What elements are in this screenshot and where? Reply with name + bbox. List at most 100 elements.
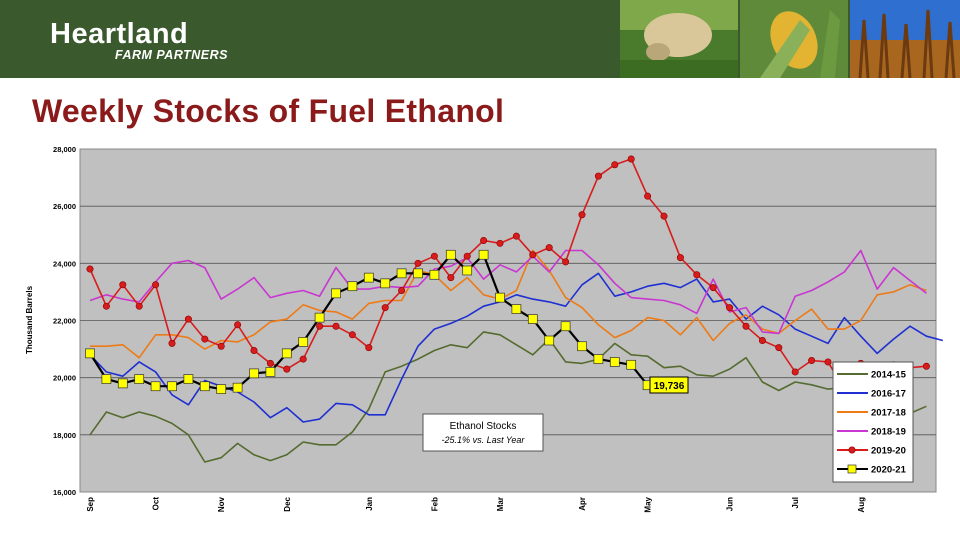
- point-2020-21: [249, 368, 259, 379]
- annotation-title: Ethanol Stocks: [450, 421, 517, 432]
- point-2019-20: [480, 236, 488, 244]
- point-2019-20: [594, 172, 602, 180]
- legend-label: 2014-15: [871, 370, 907, 381]
- x-tick-label: May: [644, 496, 653, 512]
- legend-marker: [847, 464, 857, 474]
- point-2019-20: [922, 362, 930, 370]
- point-2019-20: [545, 244, 553, 252]
- point-2020-21: [626, 359, 637, 370]
- legend-label: 2019-20: [871, 446, 906, 457]
- x-axis-ticks: Sep Oct Nov Dec Jan Feb Mar Apr May Jun Jul Aug: [86, 496, 866, 512]
- point-2019-20: [496, 239, 504, 247]
- soybean-field-photo: [850, 0, 960, 78]
- x-tick-label: Oct: [152, 497, 161, 511]
- point-2020-21: [593, 354, 604, 364]
- cow-photo: [620, 0, 738, 78]
- x-tick-label: Sep: [86, 497, 95, 512]
- legend-marker: [848, 446, 856, 454]
- point-2020-21: [527, 314, 538, 324]
- point-2020-21: [150, 381, 161, 392]
- x-tick-label: Jan: [365, 497, 374, 511]
- point-2020-21: [134, 374, 145, 384]
- point-2019-20: [791, 368, 799, 376]
- point-2019-20: [463, 252, 471, 260]
- point-2020-21: [609, 357, 620, 367]
- point-2019-20: [348, 331, 356, 339]
- point-2019-20: [726, 304, 734, 312]
- last-value-callout: 19,736: [649, 376, 689, 394]
- point-2020-21: [429, 269, 440, 280]
- series-markers: [85, 155, 930, 394]
- point-2020-21: [281, 348, 292, 359]
- legend: 2014-15 2016-17 2017-18 2018-19 2019-20 2020-…: [832, 361, 914, 483]
- point-2019-20: [201, 335, 209, 343]
- point-2020-21: [85, 348, 95, 359]
- point-2020-21: [478, 249, 489, 260]
- series-lines: [89, 158, 944, 463]
- point-2019-20: [824, 358, 832, 366]
- x-tick-label: Feb: [430, 497, 439, 511]
- point-2020-21: [577, 341, 587, 352]
- point-2019-20: [365, 344, 373, 352]
- y-tick-label: 22,000: [53, 317, 76, 326]
- y-tick-label: 20,000: [53, 374, 76, 383]
- point-2019-20: [414, 259, 422, 267]
- point-2019-20: [86, 265, 94, 273]
- legend-label: 2017-18: [871, 408, 906, 419]
- point-2019-20: [562, 258, 570, 266]
- point-2020-21: [265, 367, 276, 377]
- point-2019-20: [430, 252, 438, 260]
- point-2020-21: [199, 381, 210, 392]
- point-2019-20: [152, 281, 160, 289]
- point-2020-21: [216, 384, 227, 394]
- x-tick-label: Nov: [217, 496, 226, 512]
- point-2019-20: [266, 359, 274, 367]
- point-2019-20: [808, 357, 816, 365]
- point-2020-21: [117, 378, 128, 389]
- point-2019-20: [381, 304, 389, 312]
- x-tick-label: Jun: [726, 497, 735, 511]
- point-2019-20: [168, 339, 176, 347]
- callout-value: 19,736: [654, 381, 685, 392]
- point-2019-20: [627, 155, 635, 163]
- legend-label: 2018-19: [871, 427, 906, 438]
- point-2020-21: [413, 268, 423, 279]
- x-tick-label: Apr: [578, 497, 587, 511]
- series-line-2016-17: [89, 272, 944, 423]
- point-2019-20: [512, 232, 520, 240]
- point-2020-21: [101, 374, 112, 384]
- point-2019-20: [119, 281, 127, 289]
- y-axis-ticks: 16,000 18,000 20,000 22,000 24,000 26,000 28,0…: [53, 145, 76, 497]
- header-banner: Heartland FARM PARTNERS: [0, 0, 960, 78]
- y-tick-label: 18,000: [53, 431, 76, 440]
- y-tick-label: 26,000: [53, 202, 76, 211]
- point-2019-20: [299, 355, 307, 363]
- point-2020-21: [298, 337, 309, 347]
- point-2020-21: [380, 278, 391, 289]
- y-axis-label: Thousand Barrels: [25, 285, 34, 354]
- point-2020-21: [331, 288, 341, 299]
- point-2020-21: [445, 249, 456, 260]
- point-2019-20: [283, 365, 291, 373]
- point-2019-20: [250, 347, 258, 355]
- y-tick-label: 24,000: [53, 259, 76, 268]
- point-2019-20: [217, 342, 225, 350]
- point-2019-20: [644, 192, 652, 200]
- point-2019-20: [135, 302, 143, 310]
- legend-label: 2020-21: [871, 465, 907, 476]
- point-2019-20: [693, 271, 701, 279]
- point-2020-21: [314, 312, 325, 323]
- point-2020-21: [495, 292, 505, 303]
- point-2020-21: [396, 268, 407, 279]
- point-2019-20: [578, 211, 586, 219]
- point-2020-21: [183, 374, 194, 384]
- point-2019-20: [102, 302, 110, 310]
- x-tick-label: Aug: [857, 497, 866, 513]
- y-tick-label: 16,000: [53, 488, 76, 497]
- point-2020-21: [544, 335, 555, 346]
- annotation-text: -25.1% vs. Last Year: [442, 435, 526, 445]
- point-2019-20: [742, 322, 750, 330]
- series-line-2017-18: [90, 249, 927, 359]
- series-line-2019-20: [89, 158, 927, 390]
